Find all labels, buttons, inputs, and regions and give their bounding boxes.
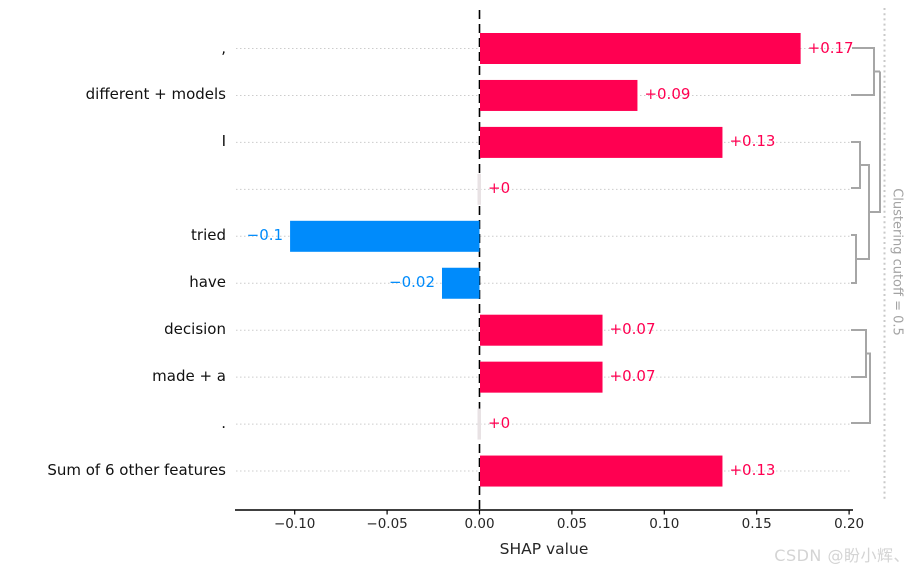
shap-bar <box>477 173 481 205</box>
shap-value-label: −0.1 <box>246 226 284 245</box>
feature-label: . <box>221 414 226 433</box>
shap-value-label: +0 <box>488 414 511 433</box>
shap-value-label: +0.07 <box>609 320 656 339</box>
clustering-dendrogram <box>851 47 881 424</box>
feature-label: Sum of 6 other features <box>47 461 226 480</box>
shap-bar <box>477 408 481 440</box>
feature-label: , <box>221 38 226 57</box>
shap-value-label: +0.13 <box>729 132 776 151</box>
feature-label: decision <box>164 320 226 339</box>
shap-value-label: +0.17 <box>807 38 854 57</box>
gridlines <box>236 48 852 472</box>
shap-value-label: +0 <box>488 179 511 198</box>
clustering-cutoff-label: Clustering cutoff = 0.5 <box>889 188 905 336</box>
x-axis-title: SHAP value <box>499 540 589 558</box>
shap-bar <box>480 455 723 487</box>
shap-value-label: −0.02 <box>389 273 435 292</box>
shap-value-label: +0.13 <box>729 461 776 480</box>
feature-label: made + a <box>152 367 226 386</box>
feature-label: different + models <box>85 85 226 104</box>
shap-bar <box>290 220 480 252</box>
x-tick-label: −0.10 <box>274 516 316 532</box>
shap-value-label: +0.07 <box>609 367 656 386</box>
x-tick-label: 0.10 <box>649 516 680 532</box>
x-tick-label: 0.15 <box>741 516 772 532</box>
x-tick-label: 0.00 <box>464 516 495 532</box>
x-tick-label: 0.20 <box>834 516 865 532</box>
shap-bars <box>290 33 801 487</box>
shap-bar <box>441 267 480 299</box>
shap-bar <box>480 314 603 346</box>
feature-label: tried <box>191 226 226 245</box>
shap-bar <box>480 361 603 393</box>
shap-bar <box>480 79 638 111</box>
feature-label: have <box>189 273 226 292</box>
shap-value-label: +0.09 <box>644 85 691 104</box>
x-axis <box>235 509 853 515</box>
shap-bar <box>480 33 801 64</box>
watermark: CSDN @盼小辉、 <box>774 546 910 565</box>
x-tick-label: 0.05 <box>556 516 587 532</box>
feature-label: I <box>221 132 226 151</box>
x-tick-label: −0.05 <box>366 516 408 532</box>
shap-bar <box>480 126 723 158</box>
